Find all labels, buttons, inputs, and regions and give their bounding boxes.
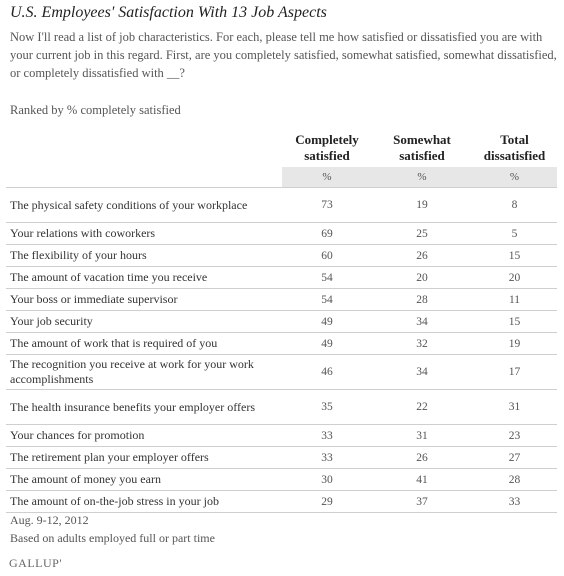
column-header: Total dissatisfied xyxy=(483,132,546,163)
cell-value: 26 xyxy=(372,446,472,469)
cell-value: 54 xyxy=(282,288,372,311)
row-label: The amount of work that is required of y… xyxy=(6,332,282,355)
cell-value: 32 xyxy=(372,332,472,355)
row-label: The amount of vacation time you receive xyxy=(6,266,282,289)
gallup-logo: GALLUP' xyxy=(9,556,62,570)
unit-label: % xyxy=(372,167,472,188)
table-row: The health insurance benefits your emplo… xyxy=(6,389,557,425)
table-row: The physical safety conditions of your w… xyxy=(6,187,557,223)
cell-value: 15 xyxy=(472,310,557,333)
row-label: The recognition you receive at work for … xyxy=(6,354,282,390)
table-row: Your relations with coworkers 69 25 5 xyxy=(6,222,557,245)
cell-value: 20 xyxy=(472,266,557,289)
cell-value: 19 xyxy=(472,332,557,355)
row-label: Your job security xyxy=(6,310,282,333)
cell-value: 34 xyxy=(372,354,472,390)
cell-value: 26 xyxy=(372,244,472,267)
cell-value: 41 xyxy=(372,468,472,491)
row-header-blank xyxy=(6,132,282,167)
question-text: Now I'll read a list of job characterist… xyxy=(10,30,557,80)
row-label: Your boss or immediate supervisor xyxy=(6,288,282,311)
cell-value: 35 xyxy=(282,389,372,425)
cell-value: 8 xyxy=(472,187,557,223)
row-label: The amount of money you earn xyxy=(6,468,282,491)
cell-value: 33 xyxy=(282,424,372,447)
cell-value: 31 xyxy=(472,389,557,425)
cell-value: 20 xyxy=(372,266,472,289)
unit-label: % xyxy=(472,167,557,188)
table-row: Your chances for promotion 33 31 23 xyxy=(6,424,557,447)
row-label: The retirement plan your employer offers xyxy=(6,446,282,469)
table-row: Your job security 49 34 15 xyxy=(6,310,557,333)
table-row: The amount of vacation time you receive 5… xyxy=(6,266,557,289)
cell-value: 15 xyxy=(472,244,557,267)
table-row: The recognition you receive at work for … xyxy=(6,354,557,390)
table-row: The flexibility of your hours 60 26 15 xyxy=(6,244,557,267)
cell-value: 49 xyxy=(282,332,372,355)
cell-value: 5 xyxy=(472,222,557,245)
column-header: Completely satisfied xyxy=(295,132,359,163)
cell-value: 11 xyxy=(472,288,557,311)
ranked-note: Ranked by % completely satisfied xyxy=(10,103,181,117)
cell-value: 60 xyxy=(282,244,372,267)
cell-value: 19 xyxy=(372,187,472,223)
cell-value: 28 xyxy=(372,288,472,311)
row-label: The physical safety conditions of your w… xyxy=(6,187,282,223)
cell-value: 73 xyxy=(282,187,372,223)
table-row: The amount of on-the-job stress in your … xyxy=(6,490,557,513)
cell-value: 34 xyxy=(372,310,472,333)
cell-value: 54 xyxy=(282,266,372,289)
cell-value: 29 xyxy=(282,490,372,513)
footnote-date: Aug. 9-12, 2012 xyxy=(10,513,89,527)
cell-value: 33 xyxy=(282,446,372,469)
table-row: The amount of money you earn 30 41 28 xyxy=(6,468,557,491)
units-row: % % % xyxy=(6,167,557,188)
cell-value: 23 xyxy=(472,424,557,447)
cell-value: 30 xyxy=(282,468,372,491)
cell-value: 33 xyxy=(472,490,557,513)
header-row: Completely satisfied Somewhat satisfied … xyxy=(6,132,557,167)
row-label: The flexibility of your hours xyxy=(6,244,282,267)
table-row: The retirement plan your employer offers… xyxy=(6,446,557,469)
cell-value: 49 xyxy=(282,310,372,333)
column-header: Somewhat satisfied xyxy=(393,132,451,163)
footnote-basis: Based on adults employed full or part ti… xyxy=(10,531,215,545)
cell-value: 31 xyxy=(372,424,472,447)
table-row: The amount of work that is required of y… xyxy=(6,332,557,355)
cell-value: 69 xyxy=(282,222,372,245)
chart-title: U.S. Employees' Satisfaction With 13 Job… xyxy=(10,4,327,21)
row-label: The health insurance benefits your emplo… xyxy=(6,389,282,425)
cell-value: 28 xyxy=(472,468,557,491)
row-label: Your relations with coworkers xyxy=(6,222,282,245)
cell-value: 17 xyxy=(472,354,557,390)
units-blank xyxy=(6,167,282,188)
cell-value: 46 xyxy=(282,354,372,390)
cell-value: 37 xyxy=(372,490,472,513)
row-label: Your chances for promotion xyxy=(6,424,282,447)
row-label: The amount of on-the-job stress in your … xyxy=(6,490,282,513)
unit-label: % xyxy=(282,167,372,188)
table-row: Your boss or immediate supervisor 54 28 11 xyxy=(6,288,557,311)
cell-value: 27 xyxy=(472,446,557,469)
cell-value: 22 xyxy=(372,389,472,425)
cell-value: 25 xyxy=(372,222,472,245)
satisfaction-table: Completely satisfied Somewhat satisfied … xyxy=(6,132,557,513)
